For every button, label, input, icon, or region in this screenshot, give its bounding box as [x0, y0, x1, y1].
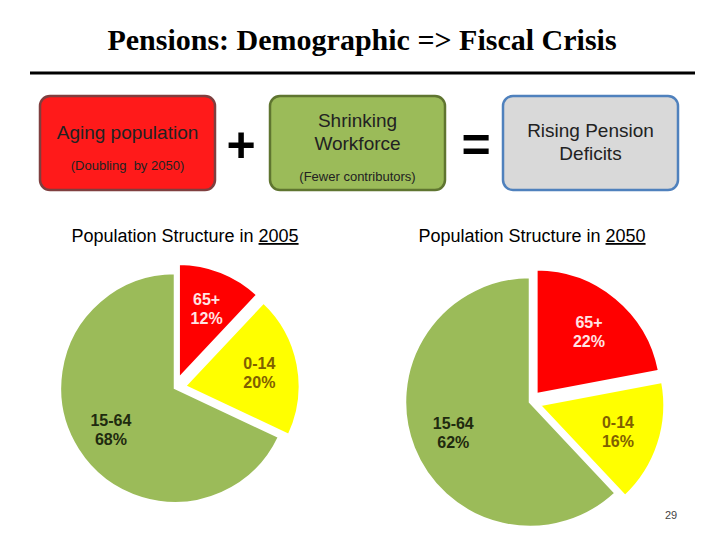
- term-note: (Doubling by 2050): [71, 158, 184, 173]
- pie-slice: [536, 269, 659, 394]
- term-box: [270, 96, 445, 190]
- data-label: 16%: [602, 433, 634, 450]
- term-box: [503, 96, 678, 190]
- chart-title: Population Structure in 2050: [418, 226, 645, 246]
- title-rule: [30, 72, 695, 75]
- page-number: 29: [665, 509, 677, 521]
- operator: +: [226, 117, 255, 173]
- slice-category: 65+: [193, 291, 220, 308]
- term-label: ShrinkingWorkforce: [314, 110, 400, 154]
- term-note: (Fewer contributors): [299, 169, 415, 184]
- term-label: Rising PensionDeficits: [527, 120, 654, 164]
- data-label: 68%: [95, 431, 127, 448]
- operator: =: [461, 117, 490, 173]
- pie: 65+ 22% 0-14 16% 15-64 62%: [405, 269, 665, 527]
- chart-title: Population Structure in 2005: [71, 226, 298, 246]
- equation-term: Rising PensionDeficits: [503, 96, 678, 190]
- slice-category: 0-14: [602, 414, 634, 431]
- data-label: 22%: [573, 333, 605, 350]
- term-box: [40, 96, 215, 190]
- slide: Pensions: Demographic => Fiscal Crisis Ag…: [0, 0, 720, 540]
- slice-category: 65+: [575, 314, 602, 331]
- term-label: Aging population: [57, 122, 199, 143]
- pie-slice: [60, 273, 279, 503]
- data-label: 62%: [437, 434, 469, 451]
- data-label: 12%: [191, 310, 223, 327]
- equation-term: Aging population (Doubling by 2050): [40, 96, 215, 190]
- slice-category: 15-64: [433, 415, 474, 432]
- equation-term: ShrinkingWorkforce (Fewer contributors): [270, 96, 445, 190]
- pie-slice: [405, 277, 616, 527]
- slice-category: 0-14: [243, 355, 275, 372]
- slide-title: Pensions: Demographic => Fiscal Crisis: [107, 23, 616, 56]
- data-label: 20%: [243, 374, 275, 391]
- slice-category: 15-64: [90, 412, 131, 429]
- pie: 65+ 12% 0-14 20% 15-64 68%: [60, 264, 300, 503]
